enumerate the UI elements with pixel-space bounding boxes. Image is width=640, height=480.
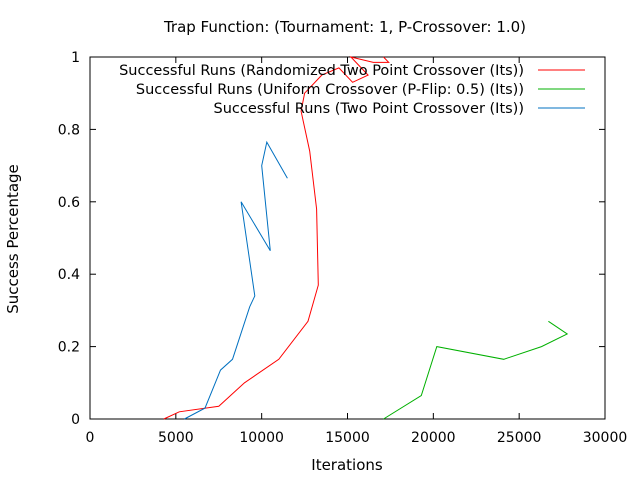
x-tick-label: 10000 [239, 430, 284, 446]
chart-title: Trap Function: (Tournament: 1, P-Crossov… [163, 18, 526, 36]
series-line-3 [184, 140, 288, 420]
series-line-2 [383, 320, 569, 420]
legend-label-3: Successful Runs (Two Point Crossover (It… [213, 101, 524, 117]
x-axis-label: Iterations [311, 456, 383, 474]
y-tick-label: 0.4 [58, 267, 80, 283]
x-tick-label: 30000 [583, 430, 628, 446]
y-axis-label: Success Percentage [4, 164, 22, 314]
axis-ticks: 0 5000 10000 15000 20000 25000 30000 0 0.2 0.4 0.6… [58, 50, 628, 446]
y-tick-label: 0.8 [58, 122, 80, 138]
legend: Successful Runs (Randomized Two Point Cr… [119, 63, 585, 117]
x-tick-label: 20000 [411, 430, 456, 446]
legend-label-2: Successful Runs (Uniform Crossover (P-Fl… [136, 82, 524, 98]
y-tick-label: 0.6 [58, 195, 80, 211]
y-tick-label: 1 [71, 50, 80, 66]
y-tick-label: 0 [71, 412, 80, 428]
x-tick-label: 0 [86, 430, 95, 446]
x-tick-label: 5000 [158, 430, 194, 446]
x-tick-label: 15000 [325, 430, 370, 446]
series-line-1 [163, 56, 390, 420]
legend-label-1: Successful Runs (Randomized Two Point Cr… [119, 63, 524, 79]
x-tick-label: 25000 [497, 430, 542, 446]
y-tick-label: 0.2 [58, 340, 80, 356]
series-lines [163, 56, 569, 420]
